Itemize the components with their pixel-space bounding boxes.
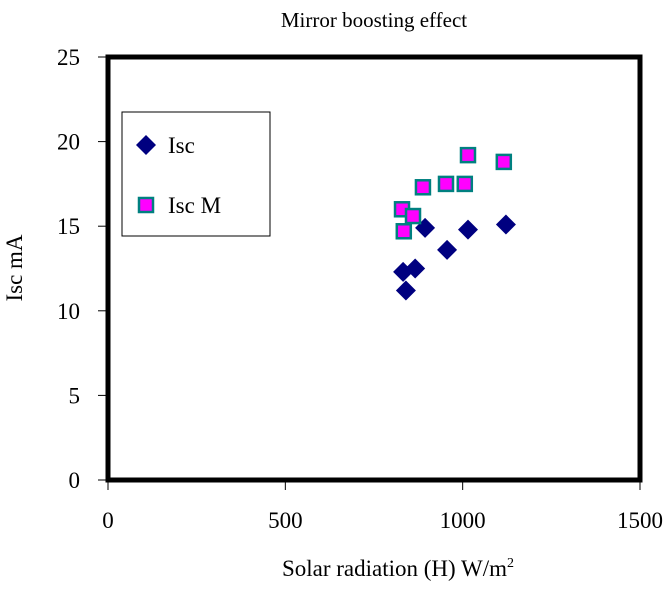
y-axis-label: Isc mA	[2, 234, 27, 301]
plot-area	[105, 54, 643, 483]
y-tick-label: 10	[57, 299, 80, 324]
y-tick-label: 25	[57, 45, 80, 70]
legend-label-isc: Isc	[168, 133, 195, 158]
data-point-isc	[437, 239, 458, 260]
y-tick-label: 0	[69, 468, 81, 493]
data-point-isc	[495, 214, 516, 235]
y-tick-label: 20	[57, 130, 80, 155]
legend: Isc Isc M	[121, 111, 271, 237]
data-point-isc-m	[456, 175, 474, 193]
x-tick-label: 0	[102, 508, 114, 533]
legend-marker-isc-m	[137, 196, 155, 214]
x-tick-label: 1000	[440, 508, 486, 533]
data-point-isc	[457, 219, 478, 240]
y-tick-label: 5	[69, 383, 81, 408]
data-point-isc-m	[437, 175, 455, 193]
x-axis-label: Solar radiation (H) W/m2	[282, 556, 514, 581]
legend-label-isc-m: Isc M	[168, 193, 221, 218]
data-point-isc-m	[495, 153, 513, 171]
data-point-isc-m	[395, 223, 413, 240]
data-point-isc-m	[414, 179, 432, 196]
data-point-isc-m	[404, 207, 422, 225]
y-tick-label: 15	[57, 214, 80, 239]
x-tick-label: 1500	[617, 508, 663, 533]
data-point-isc	[395, 280, 416, 301]
x-tick-label: 500	[268, 508, 303, 533]
chart-title: Mirror boosting effect	[281, 8, 467, 32]
x-axis-label-superscript: 2	[507, 556, 514, 571]
x-axis-label-main: Solar radiation (H) W/m	[282, 556, 507, 581]
legend-marker-isc	[136, 135, 156, 155]
legend-box	[121, 111, 271, 237]
data-point-isc-m	[459, 146, 477, 164]
data-point-isc	[405, 258, 426, 279]
